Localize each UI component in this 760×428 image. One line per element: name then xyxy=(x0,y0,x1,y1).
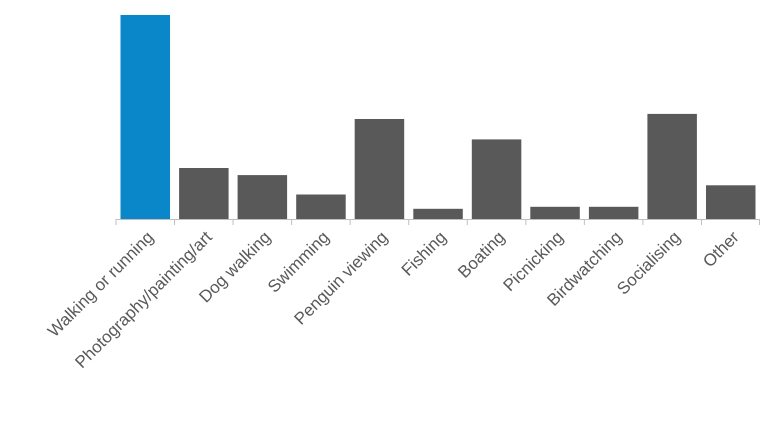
bars-group xyxy=(120,15,756,219)
bar-walking-or-running xyxy=(120,15,170,219)
bar-swimming xyxy=(296,194,346,219)
bar-socialising xyxy=(647,113,697,219)
x-tick-label: Fishing xyxy=(398,228,450,280)
bar-fishing xyxy=(413,208,463,219)
x-tick-labels: Walking or runningPhotography/painting/a… xyxy=(44,227,743,372)
bar-other xyxy=(706,185,756,219)
bar-penguin-viewing xyxy=(354,119,405,219)
bar-boating xyxy=(471,139,522,219)
bar-photography-painting-art xyxy=(179,168,229,219)
x-tick-label: Boating xyxy=(454,228,508,282)
x-tick-label: Walking or running xyxy=(44,228,157,341)
bar-picnicking xyxy=(530,206,580,219)
x-axis xyxy=(115,219,760,225)
x-tick-label: Other xyxy=(699,227,743,271)
x-tick-label: Socialising xyxy=(613,228,684,299)
bar-birdwatching xyxy=(588,206,639,219)
bar-dog-walking xyxy=(237,175,288,219)
